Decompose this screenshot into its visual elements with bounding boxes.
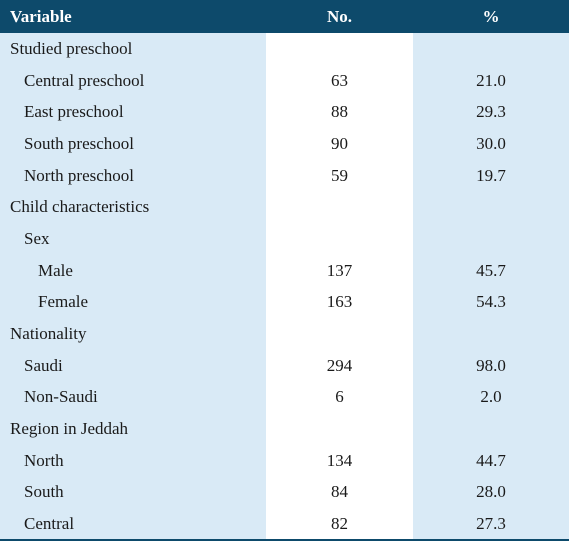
count-cell: [266, 318, 413, 350]
table-row: North 134 44.7: [0, 444, 569, 477]
header-count: No.: [266, 0, 413, 33]
percent-cell: 98.0: [413, 349, 569, 382]
count-cell: 137: [266, 254, 413, 287]
count-cell: 134: [266, 444, 413, 477]
table-row: Nationality: [0, 318, 569, 350]
count-cell: 63: [266, 64, 413, 97]
table-row: Child characteristics: [0, 191, 569, 224]
variable-cell: Female: [0, 286, 266, 319]
variable-cell: North preschool: [0, 159, 266, 192]
percent-cell: 28.0: [413, 476, 569, 509]
variable-cell: Central: [0, 508, 266, 541]
percent-cell: 21.0: [413, 64, 569, 97]
variable-cell: East preschool: [0, 96, 266, 129]
table-row: Female 163 54.3: [0, 286, 569, 319]
count-cell: 294: [266, 349, 413, 382]
variable-cell: Sex: [0, 223, 266, 255]
table-row: South 84 28.0: [0, 476, 569, 509]
variable-cell: Child characteristics: [0, 191, 266, 224]
count-cell: 90: [266, 128, 413, 160]
variable-cell: Nationality: [0, 318, 266, 350]
count-cell: 163: [266, 286, 413, 319]
count-cell: [266, 413, 413, 445]
variable-cell: Central preschool: [0, 64, 266, 97]
table-body: Studied preschool Central preschool 63 21.0…: [0, 33, 569, 541]
variable-cell: South: [0, 476, 266, 509]
table-row: Male 137 45.7: [0, 254, 569, 287]
table-row: Central preschool 63 21.0: [0, 64, 569, 97]
percent-cell: [413, 223, 569, 255]
variable-cell: South preschool: [0, 128, 266, 160]
table-row: Region in Jeddah: [0, 413, 569, 445]
variable-cell: Studied preschool: [0, 33, 266, 65]
percent-cell: 30.0: [413, 128, 569, 160]
percent-cell: [413, 413, 569, 445]
header-row: Variable No. %: [0, 0, 569, 33]
variable-cell: Non-Saudi: [0, 381, 266, 414]
count-cell: [266, 33, 413, 65]
table-row: Non-Saudi 6 2.0: [0, 381, 569, 414]
table-row: Central 82 27.3: [0, 508, 569, 541]
percent-cell: [413, 318, 569, 350]
percent-cell: 29.3: [413, 96, 569, 129]
count-cell: [266, 191, 413, 224]
percent-cell: 45.7: [413, 254, 569, 287]
count-cell: 59: [266, 159, 413, 192]
variable-cell: Male: [0, 254, 266, 287]
table-row: North preschool 59 19.7: [0, 159, 569, 192]
variable-cell: Saudi: [0, 349, 266, 382]
header-variable: Variable: [0, 0, 266, 33]
count-cell: 82: [266, 508, 413, 541]
percent-cell: [413, 33, 569, 65]
table-row: Sex: [0, 223, 569, 255]
variable-cell: North: [0, 444, 266, 477]
count-cell: 88: [266, 96, 413, 129]
percent-cell: 19.7: [413, 159, 569, 192]
count-cell: 6: [266, 381, 413, 414]
table-row: Saudi 294 98.0: [0, 349, 569, 382]
table-row: South preschool 90 30.0: [0, 128, 569, 160]
percent-cell: 54.3: [413, 286, 569, 319]
percent-cell: [413, 191, 569, 224]
table-row: Studied preschool: [0, 33, 569, 65]
percent-cell: 27.3: [413, 508, 569, 541]
percent-cell: 44.7: [413, 444, 569, 477]
table-row: East preschool 88 29.3: [0, 96, 569, 129]
table-header: Variable No. %: [0, 0, 569, 33]
header-percent: %: [413, 0, 569, 33]
count-cell: 84: [266, 476, 413, 509]
percent-cell: 2.0: [413, 381, 569, 414]
variable-cell: Region in Jeddah: [0, 413, 266, 445]
count-cell: [266, 223, 413, 255]
